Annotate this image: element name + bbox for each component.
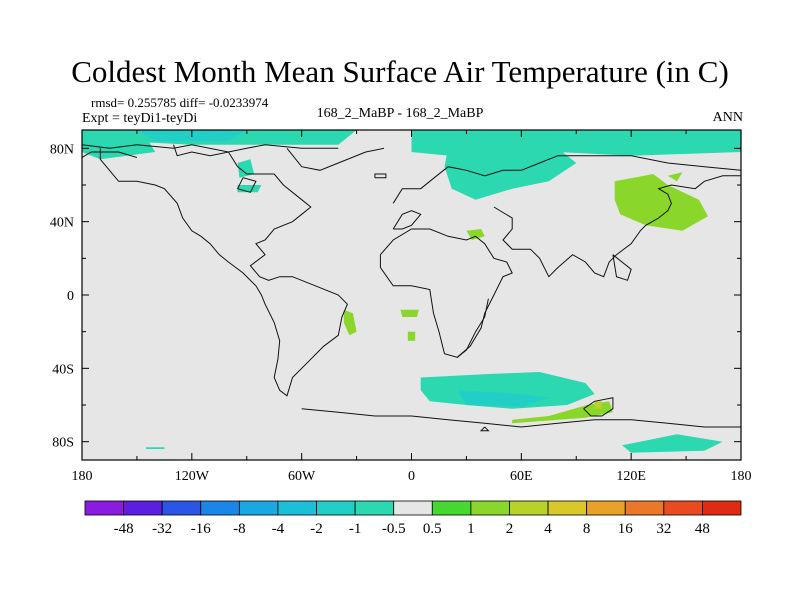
colorbar-swatch <box>663 500 703 516</box>
y-tick-label: 80S <box>52 436 74 451</box>
coastline-14 <box>612 254 632 281</box>
contour-region-atlantic-blip-b <box>407 331 416 341</box>
colorbar-swatch <box>509 500 549 516</box>
contour-region-south-polar-band <box>622 434 723 453</box>
colorbar-label: 8 <box>583 521 591 537</box>
colorbar-label: 16 <box>618 521 634 537</box>
chart-title: Coldest Month Mean Surface Air Temperatu… <box>71 54 729 89</box>
center-label: 168_2_MaBP - 168_2_MaBP <box>316 106 484 121</box>
x-tick-label: 120E <box>616 469 646 484</box>
colorbar: -48 -32 -16 -8 -4 -2 -1 -0.5 0.5 1 2 4 8 16 32 48 <box>84 500 742 537</box>
colorbar-label: -1 <box>349 521 362 537</box>
stats-line: rmsd= 0.255785 diff= -0.0233974 <box>91 95 269 110</box>
colorbar-label: 48 <box>695 521 710 537</box>
colorbar-label: -48 <box>114 521 134 537</box>
colorbar-swatch <box>586 500 626 516</box>
y-tick-label: 40N <box>50 216 74 231</box>
colorbar-swatch <box>200 500 240 516</box>
x-tick-label: 60E <box>510 469 533 484</box>
coastline-2 <box>99 144 348 397</box>
colorbar-swatch <box>84 500 124 516</box>
colorbar-label: 1 <box>467 521 475 537</box>
coastline-9 <box>493 175 741 278</box>
colorbar-label: 0.5 <box>423 521 442 537</box>
coastline-5 <box>374 173 387 179</box>
colorbar-label: -0.5 <box>382 521 406 537</box>
coastline-1 <box>82 144 339 153</box>
axis-layer: 180 120W 60W 0 60E 120E 180 80N 40N 0 40S 80S <box>50 130 752 484</box>
x-tick-label: 180 <box>731 469 752 484</box>
contour-region-south-core <box>457 390 549 407</box>
colorbar-swatch <box>547 500 588 516</box>
contour-region-atlantic-blip-a <box>400 309 419 317</box>
coastline-6 <box>392 155 741 204</box>
season-label: ANN <box>712 110 743 125</box>
colorbar-label: -2 <box>310 521 323 537</box>
colorbar-swatch <box>123 500 163 516</box>
coastline-8 <box>379 228 513 358</box>
contour-region-pole-dash <box>146 447 165 449</box>
colorbar-swatch <box>238 500 279 516</box>
contour-region-east-asia-patch <box>614 174 708 231</box>
colorbar-swatch <box>316 500 356 516</box>
colorbar-swatch <box>431 500 472 516</box>
colorbar-label: 2 <box>506 521 514 537</box>
x-tick-label: 0 <box>408 469 415 484</box>
coastline-4 <box>286 147 385 171</box>
experiment-line: Expt = teyDi1-teyDi <box>82 111 198 126</box>
contour-region-north-america-small-b <box>237 185 262 193</box>
colorbar-label: -32 <box>152 521 172 537</box>
contour-region-central-asia-blip <box>466 229 485 240</box>
colorbar-label: -16 <box>191 521 211 537</box>
y-tick-label: 80N <box>50 142 74 157</box>
colorbar-label: 4 <box>544 521 552 537</box>
colorbar-swatch <box>702 500 742 516</box>
coastline-11 <box>583 397 614 417</box>
colorbar-swatch <box>393 500 433 516</box>
colorbar-swatch <box>161 500 202 516</box>
coastline-7 <box>392 210 422 230</box>
x-tick-label: 120W <box>175 469 210 484</box>
coastline-3 <box>236 177 257 193</box>
coastline-13 <box>479 426 490 432</box>
map-layer <box>81 129 742 461</box>
coastline-10 <box>456 298 489 358</box>
contour-region-east-asia-small-tail <box>667 172 683 182</box>
contour-region-south-green-dot <box>594 401 602 409</box>
x-tick-label: 180 <box>72 469 93 484</box>
y-tick-label: 40S <box>52 362 74 377</box>
x-tick-label: 60W <box>288 469 316 484</box>
coastline-15 <box>82 151 138 158</box>
y-tick-label: 0 <box>67 289 74 304</box>
coastline-12 <box>301 408 741 428</box>
colorbar-label: -4 <box>272 521 285 537</box>
contour-region-south-green-strip <box>512 401 613 424</box>
colorbar-label: -8 <box>233 521 246 537</box>
contour-region-south-america-streak <box>343 309 357 336</box>
colorbar-swatch <box>470 500 510 516</box>
colorbar-swatch <box>624 500 665 516</box>
colorbar-swatch <box>277 500 317 516</box>
colorbar-label: 32 <box>656 521 671 537</box>
contour-region-north-america-small-a <box>237 159 255 178</box>
colorbar-swatch <box>354 500 395 516</box>
